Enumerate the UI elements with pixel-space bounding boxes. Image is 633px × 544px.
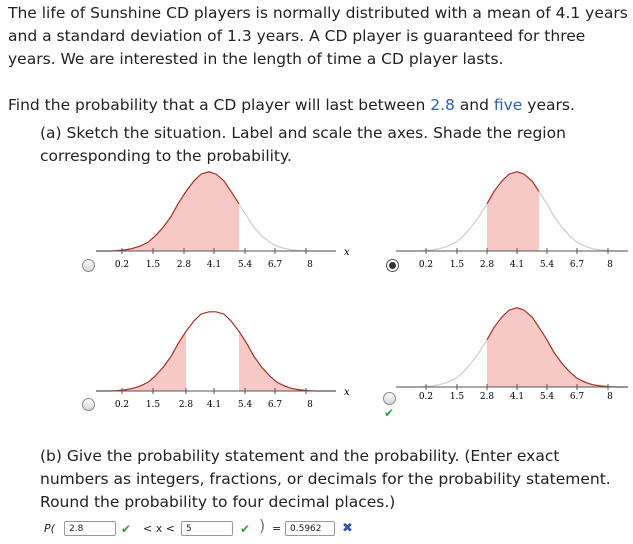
tick-group [425, 248, 609, 254]
tick-label: 0.2 [419, 260, 433, 270]
option-2-radio[interactable] [386, 259, 399, 272]
tick-label: 6.7 [268, 260, 283, 270]
tick-label: 1.5 [450, 260, 465, 270]
option-2-graph: 0.2 1.5 2.8 4.1 5.4 6.7 8 [396, 171, 628, 270]
tick-label: 0.2 [419, 392, 433, 402]
probability-input[interactable]: 0.5962 [285, 521, 335, 536]
tick-label: 6.7 [570, 260, 585, 270]
shaded-region [239, 331, 316, 391]
inequality-text: < x < [143, 522, 175, 535]
shaded-region [110, 331, 186, 391]
question-low-value: 2.8 [430, 96, 455, 114]
option-3-radio[interactable] [82, 398, 95, 411]
tick-label: 4.1 [207, 260, 221, 270]
option-1-radio[interactable] [82, 259, 95, 272]
normal-curve [96, 311, 336, 392]
tick-label: 0.2 [115, 400, 129, 410]
question-post: years. [522, 96, 575, 114]
tick-label: 2.8 [480, 392, 495, 402]
part-a-text: (a) Sketch the situation. Label and scal… [40, 124, 566, 165]
x-axis-label: x [344, 387, 350, 398]
normal-curve [486, 307, 628, 388]
equals-sign: = [272, 522, 282, 535]
tick-group [121, 248, 307, 254]
tick-label: 5.4 [238, 400, 253, 410]
tick-label: 2.8 [177, 260, 192, 270]
tick-label: 1.5 [450, 392, 465, 402]
question-pre: Find the probability that a CD player wi… [8, 96, 431, 114]
close-paren: ) [259, 516, 266, 535]
normal-curve [486, 171, 540, 205]
tick-label: 4.1 [510, 260, 524, 270]
tick-label: 1.5 [146, 260, 161, 270]
problem-question: Find the probability that a CD player wi… [8, 94, 628, 117]
tick-label: 4.1 [510, 392, 524, 402]
tick-label: 1.5 [146, 400, 161, 410]
normal-curve-unshaded [238, 203, 336, 252]
option-3-graph: x 0.2 1.5 2.8 4.1 5.4 6.7 8 [96, 311, 350, 410]
question-mid: and [454, 96, 494, 114]
tick-label: 5.4 [238, 260, 253, 270]
tick-label: 5.4 [540, 260, 555, 270]
tick-label: 4.1 [207, 400, 221, 410]
tick-label: 2.8 [480, 260, 495, 270]
option-1-graph: x 0.2 1.5 2.8 4.1 5.4 6.7 8 [96, 171, 350, 270]
question-high-value: five [493, 96, 523, 114]
probability-cross-icon: ✖ [342, 521, 353, 536]
normal-curve-unshaded [396, 339, 488, 388]
tick-label: 8 [607, 260, 613, 270]
normal-curve-unshaded [538, 191, 628, 252]
lower-bound-input[interactable]: 2.8 [64, 521, 116, 536]
tick-label: 6.7 [268, 400, 283, 410]
tick-label: 5.4 [540, 392, 555, 402]
part-b-text: (b) Give the probability statement and t… [40, 447, 611, 511]
tick-label: 0.2 [115, 260, 129, 270]
tick-group [121, 388, 307, 394]
lower-bound-check-icon: ✔ [121, 522, 132, 536]
tick-label: 6.7 [570, 392, 585, 402]
tick-label: 8 [307, 400, 313, 410]
shaded-region [487, 307, 612, 387]
p-label: P( [44, 522, 55, 535]
upper-bound-check-icon: ✔ [240, 522, 251, 536]
shaded-region [487, 171, 539, 251]
normal-curve-unshaded [396, 203, 488, 252]
shaded-region [110, 171, 239, 251]
option-4-check-icon: ✔ [384, 406, 395, 420]
normal-curve [96, 171, 240, 252]
tick-label: 2.8 [179, 400, 194, 410]
tick-label: 8 [307, 260, 313, 270]
upper-bound-input[interactable]: 5 [181, 521, 233, 536]
option-4-graph: 0.2 1.5 2.8 4.1 5.4 6.7 8 [396, 307, 628, 402]
option-4-radio[interactable] [383, 392, 396, 405]
problem-intro: The life of Sunshine CD players is norma… [8, 4, 628, 68]
tick-group [425, 384, 609, 390]
x-axis-label: x [344, 247, 350, 258]
tick-label: 8 [607, 392, 613, 402]
